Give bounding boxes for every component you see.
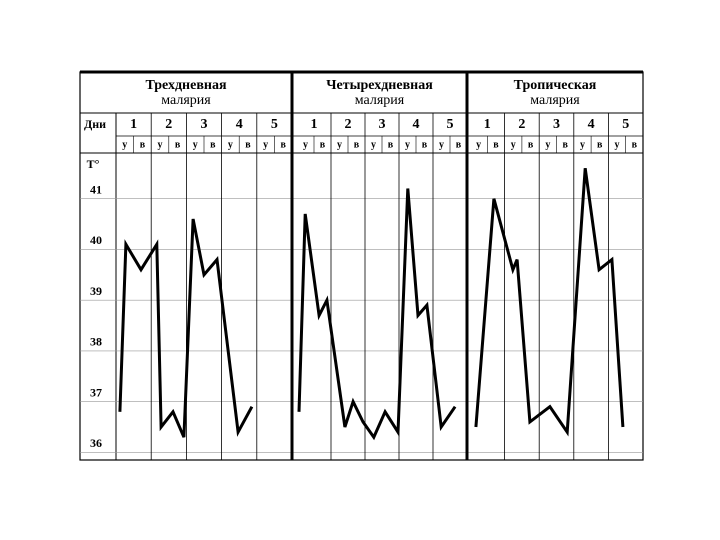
slot-label: у bbox=[476, 139, 481, 150]
slot-label: в bbox=[456, 139, 462, 150]
day-label: 2 bbox=[518, 117, 525, 132]
slot-label: у bbox=[193, 139, 198, 150]
slot-label: в bbox=[388, 139, 394, 150]
temperature-curve bbox=[297, 188, 457, 441]
slot-label: в bbox=[245, 139, 251, 150]
slot-label: в bbox=[562, 139, 568, 150]
day-label: 4 bbox=[588, 117, 595, 132]
slot-label: в bbox=[354, 139, 360, 150]
day-label: 4 bbox=[236, 117, 243, 132]
day-label: 3 bbox=[553, 117, 560, 132]
slot-label: в bbox=[632, 139, 638, 150]
day-label: 1 bbox=[311, 117, 318, 132]
slot-label: у bbox=[545, 139, 550, 150]
temperature-curve bbox=[118, 218, 254, 438]
day-label: 4 bbox=[413, 117, 420, 132]
panel-subtitle: малярия bbox=[161, 93, 211, 108]
slot-label: у bbox=[511, 139, 516, 150]
day-label: 5 bbox=[447, 117, 454, 132]
day-label: 1 bbox=[484, 117, 491, 132]
slot-label: у bbox=[615, 139, 620, 150]
panel-title: Четырехдневная bbox=[326, 78, 433, 93]
slot-label: у bbox=[337, 139, 342, 150]
slot-label: у bbox=[580, 139, 585, 150]
y-axis-label: T° bbox=[87, 157, 100, 171]
y-tick-label: 39 bbox=[90, 284, 102, 298]
slot-label: у bbox=[122, 139, 127, 150]
y-tick-label: 41 bbox=[90, 182, 102, 196]
slot-label: в bbox=[140, 139, 146, 150]
day-label: 2 bbox=[345, 117, 352, 132]
slot-label: в bbox=[493, 139, 499, 150]
y-tick-label: 37 bbox=[90, 385, 102, 399]
slot-label: в bbox=[175, 139, 181, 150]
y-tick-label: 36 bbox=[90, 436, 102, 450]
x-axis-label: Дни bbox=[84, 117, 106, 131]
slot-label: в bbox=[280, 139, 286, 150]
y-tick-label: 38 bbox=[90, 335, 102, 349]
slot-label: у bbox=[228, 139, 233, 150]
slot-label: у bbox=[158, 139, 163, 150]
panel-title: Тропическая bbox=[514, 78, 597, 93]
slot-label: у bbox=[371, 139, 376, 150]
panel-subtitle: малярия bbox=[530, 93, 580, 108]
slot-label: в bbox=[422, 139, 428, 150]
slot-label: у bbox=[439, 139, 444, 150]
panel-title: Трехдневная bbox=[145, 78, 227, 93]
slot-label: в bbox=[597, 139, 603, 150]
day-label: 5 bbox=[622, 117, 629, 132]
slot-label: у bbox=[405, 139, 410, 150]
day-label: 1 bbox=[130, 117, 137, 132]
day-label: 5 bbox=[271, 117, 278, 132]
panel-subtitle: малярия bbox=[355, 93, 405, 108]
slot-label: в bbox=[320, 139, 326, 150]
slot-label: у bbox=[263, 139, 268, 150]
day-label: 3 bbox=[379, 117, 386, 132]
slot-label: в bbox=[528, 139, 534, 150]
slot-label: в bbox=[210, 139, 216, 150]
day-label: 3 bbox=[201, 117, 208, 132]
y-tick-label: 40 bbox=[90, 233, 102, 247]
day-label: 2 bbox=[165, 117, 172, 132]
temperature-curve bbox=[474, 167, 625, 437]
slot-label: у bbox=[303, 139, 308, 150]
